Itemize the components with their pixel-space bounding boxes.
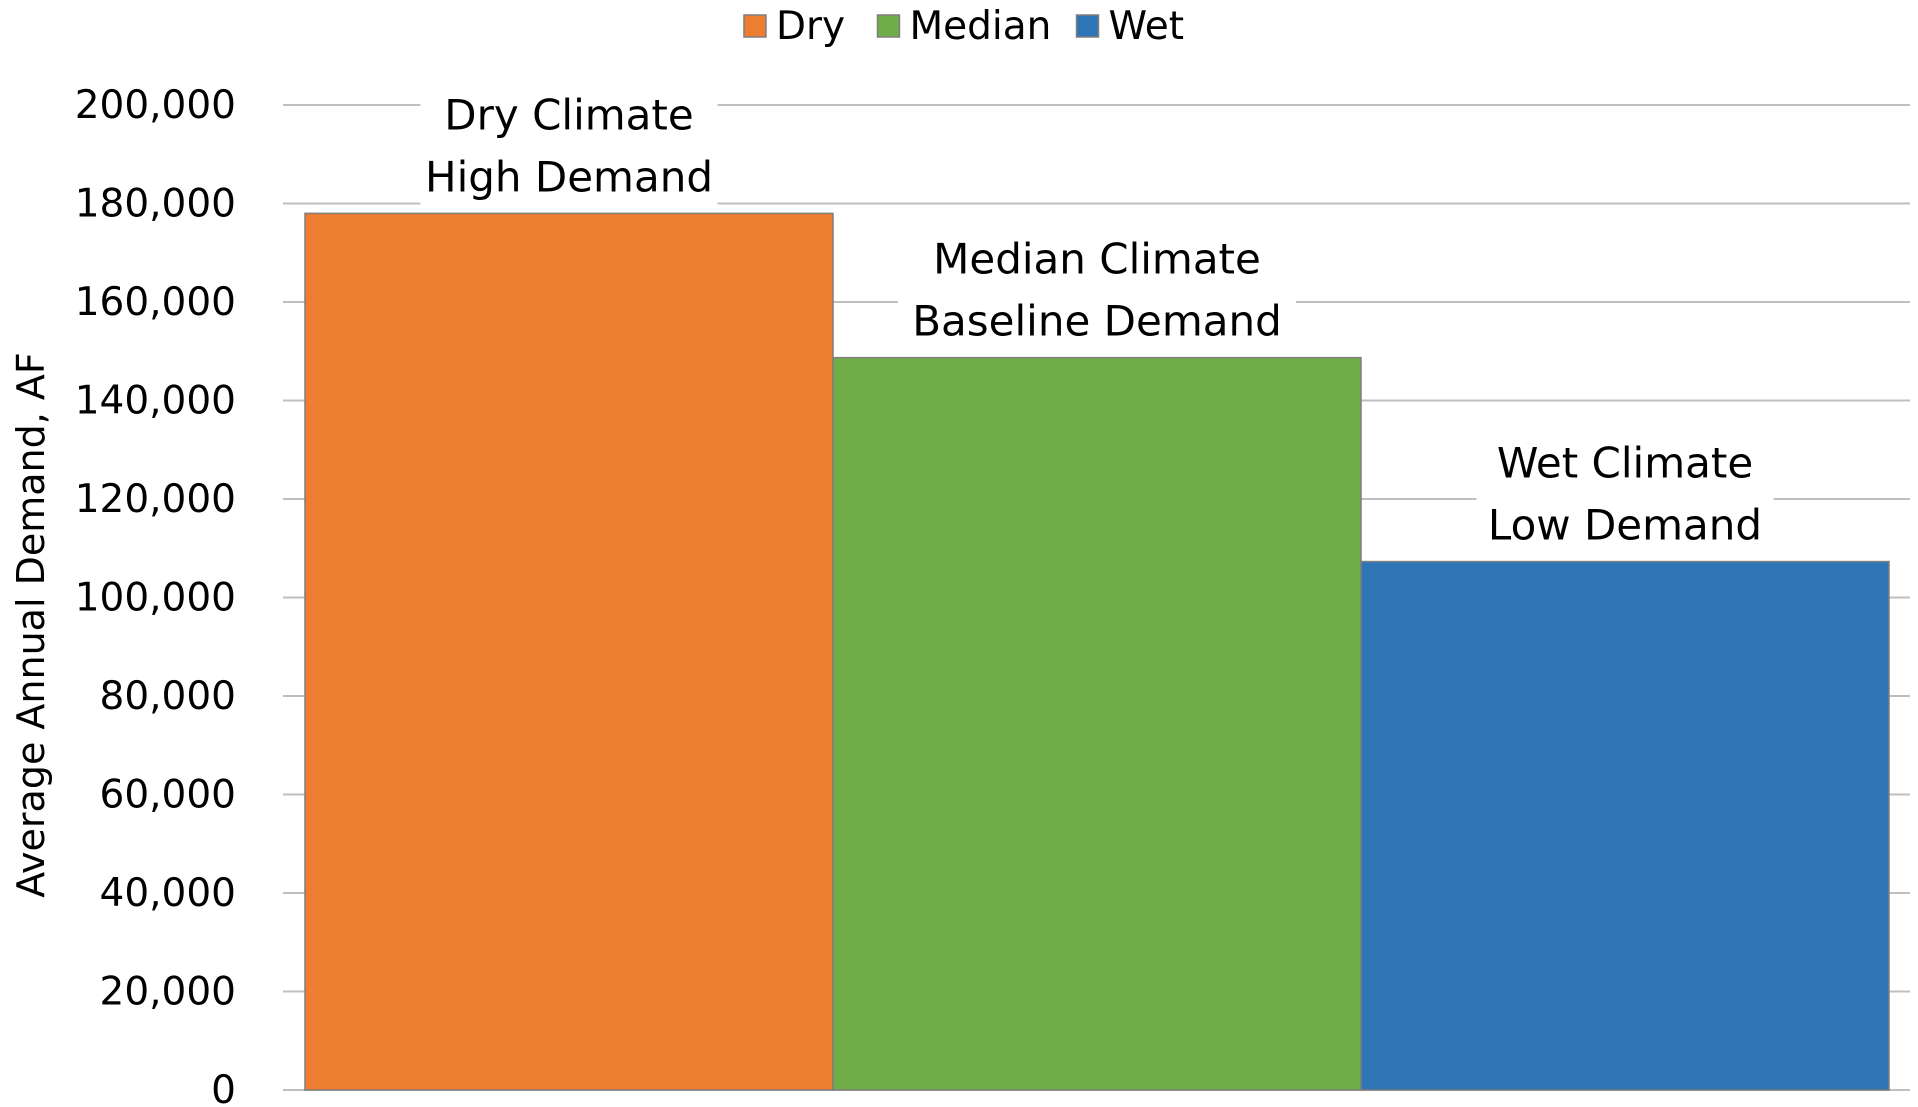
- y-tick-label: 0: [211, 1068, 236, 1107]
- bar-annotation-dry: High Demand: [425, 152, 713, 201]
- bars: [304, 212, 1890, 1091]
- y-tick-label: 60,000: [100, 773, 236, 818]
- legend-label-dry: Dry: [776, 4, 845, 49]
- y-tick-label: 200,000: [75, 83, 236, 128]
- bar-annotation-median: Median Climate: [933, 235, 1261, 284]
- y-tick-label: 20,000: [100, 970, 236, 1015]
- annotation-background: [1476, 435, 1774, 554]
- annotation-background: [420, 87, 718, 206]
- bar-annotation-median: Baseline Demand: [912, 297, 1282, 346]
- legend-swatch-wet: [1075, 14, 1100, 38]
- legend: Dry Median Wet: [743, 4, 1185, 49]
- bar-median: [832, 356, 1362, 1091]
- bar-annotations: Dry Climate High Demand Median Climate Base…: [420, 87, 1774, 554]
- y-tick-label: 100,000: [75, 576, 236, 621]
- legend-swatch-median: [876, 14, 901, 38]
- bar-annotation-dry: Dry Climate: [444, 90, 693, 139]
- legend-label-wet: Wet: [1109, 4, 1185, 49]
- y-tick-label: 180,000: [75, 182, 236, 227]
- y-axis-title: Average Annual Demand, AF: [9, 352, 53, 897]
- y-tick-label: 80,000: [100, 674, 236, 719]
- bar-annotation-wet: Low Demand: [1488, 501, 1762, 550]
- legend-label-median: Median: [909, 4, 1051, 49]
- bar-dry: [304, 212, 834, 1091]
- y-tick-label: 140,000: [75, 379, 236, 424]
- annotation-background: [898, 231, 1296, 350]
- y-tick-label: 160,000: [75, 280, 236, 325]
- bar-wet: [1360, 560, 1890, 1091]
- y-tick-label: 40,000: [100, 871, 236, 916]
- y-axis-ticks: 0 20,000 40,000 60,000 80,000 100,000 120,000 1…: [75, 83, 236, 1107]
- bar-annotation-wet: Wet Climate: [1497, 439, 1753, 488]
- y-tick-label: 120,000: [75, 477, 236, 522]
- legend-swatch-dry: [743, 14, 767, 38]
